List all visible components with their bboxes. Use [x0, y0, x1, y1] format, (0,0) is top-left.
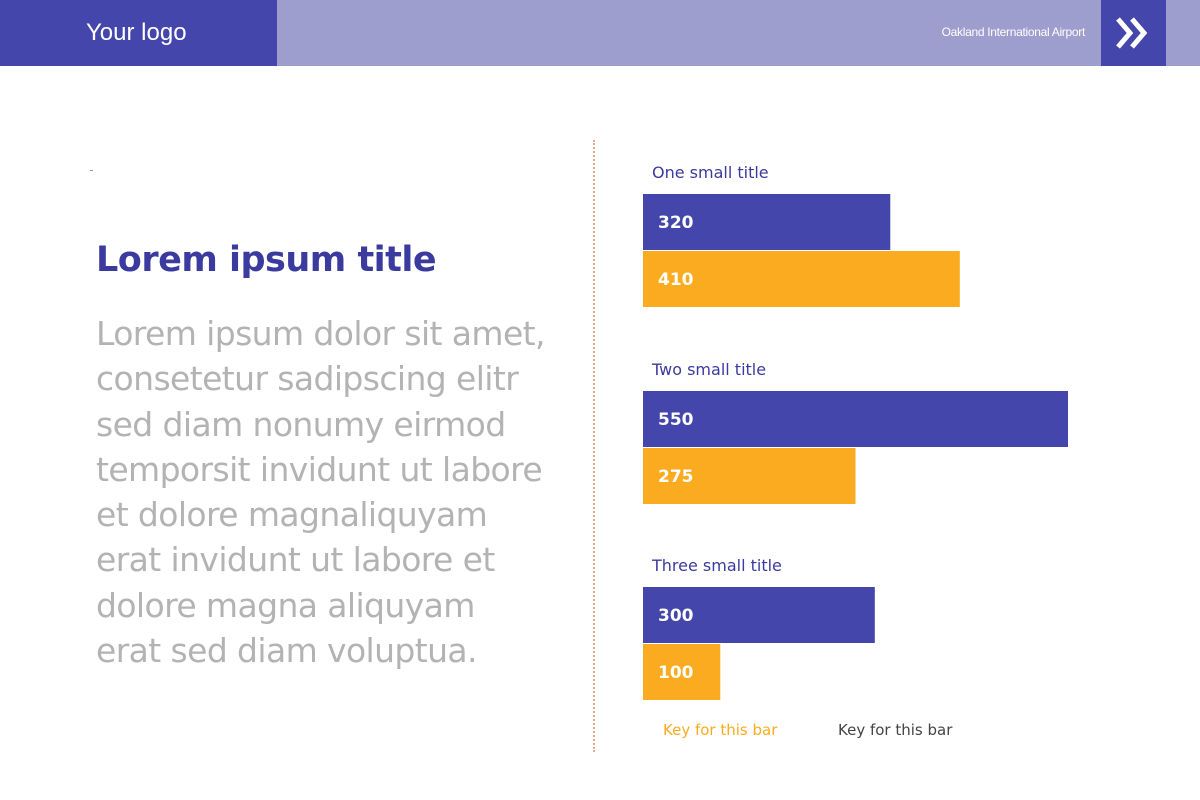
bar — [643, 587, 875, 643]
page-title: Lorem ipsum title — [96, 240, 437, 280]
body-paragraph: Lorem ipsum dolor sit amet, consetetur s… — [96, 311, 586, 673]
bar — [643, 448, 856, 504]
double-chevron-right-icon — [1116, 17, 1148, 49]
body-line: sed diam nonumy eirmod — [96, 404, 506, 444]
bar-value-label: 100 — [658, 663, 694, 683]
vertical-divider — [593, 140, 595, 752]
bar-value-label: 275 — [658, 467, 694, 487]
logo-text: Your logo — [86, 19, 187, 46]
group-title: Two small title — [651, 360, 766, 379]
airport-name: Oakland International Airport — [941, 25, 1086, 39]
body-line: consetetur sadipscing elitr — [96, 359, 519, 399]
bar-value-label: 550 — [658, 410, 694, 430]
decorative-mark — [90, 170, 93, 171]
legend-entry: Key for this bar — [663, 721, 778, 739]
body-line: et dolore magnaliquyam — [96, 495, 488, 535]
bar — [643, 251, 960, 307]
body-line: erat invidunt ut labore et — [96, 540, 495, 580]
body-line: Lorem ipsum dolor sit amet, — [96, 314, 545, 353]
body-line: dolore magna aliquyam — [96, 585, 475, 625]
body-line: erat sed diam voluptua. — [96, 631, 478, 671]
group-title: One small title — [652, 163, 769, 182]
body-line: temporsit invidunt ut labore — [96, 449, 543, 489]
logo-box[interactable]: Your logo — [0, 0, 277, 66]
bar — [643, 194, 891, 250]
group-title: Three small title — [651, 556, 782, 575]
header-bar: Your logo Oakland International Airport — [0, 0, 1200, 66]
bar — [643, 644, 721, 700]
bar-value-label: 300 — [658, 606, 694, 626]
next-slide-button[interactable] — [1101, 0, 1166, 66]
legend-entry: Key for this bar — [838, 721, 953, 739]
bar-value-label: 320 — [658, 213, 694, 233]
bar-value-label: 410 — [658, 270, 694, 290]
bar — [643, 391, 1068, 447]
